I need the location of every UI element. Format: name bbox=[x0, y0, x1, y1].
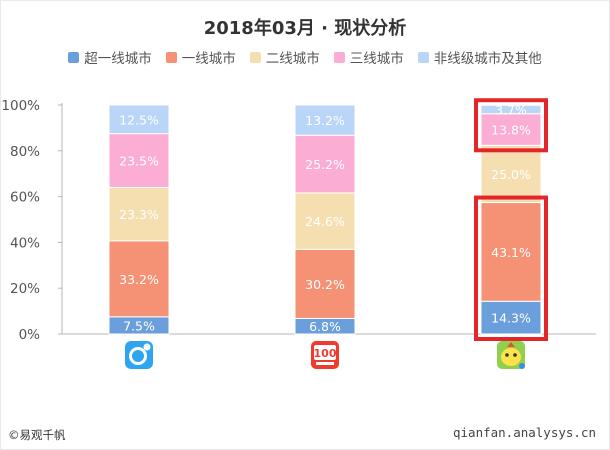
bar-segment bbox=[108, 186, 170, 242]
data-label: 25.2% bbox=[305, 157, 345, 172]
bar-segment bbox=[480, 300, 542, 335]
y-tick-label: 60% bbox=[10, 190, 40, 206]
bar-segment bbox=[294, 248, 356, 319]
legend-swatch bbox=[68, 51, 80, 63]
website-label: qianfan.analysys.cn bbox=[453, 425, 596, 440]
app-icon-qutoutiao bbox=[125, 341, 153, 369]
bar-segment bbox=[108, 104, 170, 135]
data-label: 24.6% bbox=[305, 214, 345, 229]
bar-segment bbox=[294, 192, 356, 250]
legend-swatch bbox=[333, 51, 345, 63]
chart-title: 2018年03月 · 现状分析 bbox=[203, 18, 407, 39]
bar-segment bbox=[480, 144, 542, 204]
y-tick-label: 100% bbox=[1, 98, 40, 114]
legend: 超一线城市 一线城市 二线城市 三线城市 非线级城市及其他 bbox=[0, 47, 610, 67]
app-icon-zuoyebang: 100 bbox=[311, 341, 339, 369]
data-label: 25.0% bbox=[491, 167, 531, 182]
data-label: 13.8% bbox=[491, 123, 531, 138]
y-tick-label: 20% bbox=[10, 281, 40, 297]
data-label: 3.7% bbox=[495, 102, 527, 117]
data-label: 23.3% bbox=[119, 207, 159, 222]
legend-swatch bbox=[165, 51, 177, 63]
highlight-box bbox=[474, 98, 548, 153]
highlight-box bbox=[474, 195, 548, 341]
bar-segment bbox=[294, 134, 356, 194]
legend-swatch bbox=[417, 51, 429, 63]
legend-item: 三线城市 bbox=[333, 47, 404, 67]
data-label: 13.2% bbox=[305, 113, 345, 128]
svg-text:100: 100 bbox=[314, 347, 337, 360]
data-label: 23.5% bbox=[119, 154, 159, 169]
legend-item: 一线城市 bbox=[165, 47, 236, 67]
app-icon-tuniu-fun bbox=[497, 341, 525, 369]
legend-item: 二线城市 bbox=[249, 47, 320, 67]
legend-item: 超一线城市 bbox=[68, 47, 152, 67]
bar-segment bbox=[108, 240, 170, 318]
legend-label: 超一线城市 bbox=[84, 51, 152, 67]
data-label: 12.5% bbox=[119, 112, 159, 127]
data-label: 14.3% bbox=[491, 311, 531, 326]
data-label: 7.5% bbox=[123, 318, 155, 333]
data-label: 30.2% bbox=[305, 277, 345, 292]
bar-segment bbox=[294, 104, 356, 136]
legend-label: 二线城市 bbox=[265, 51, 320, 67]
legend-label: 一线城市 bbox=[181, 51, 236, 67]
data-label: 43.1% bbox=[491, 245, 531, 260]
bar-segment bbox=[480, 113, 542, 146]
legend-item: 非线级城市及其他 bbox=[417, 47, 542, 67]
y-tick-label: 0% bbox=[19, 327, 41, 343]
bar-segment bbox=[480, 202, 542, 302]
bar-segment bbox=[480, 104, 542, 115]
source-label: ©易观千帆 bbox=[8, 428, 66, 442]
legend-label: 三线城市 bbox=[349, 51, 404, 67]
y-tick-label: 40% bbox=[10, 235, 40, 251]
legend-swatch bbox=[249, 51, 261, 63]
data-label: 6.8% bbox=[309, 319, 341, 334]
y-tick-label: 80% bbox=[10, 144, 40, 160]
data-label: 33.2% bbox=[119, 272, 159, 287]
legend-label: 非线级城市及其他 bbox=[433, 51, 542, 67]
